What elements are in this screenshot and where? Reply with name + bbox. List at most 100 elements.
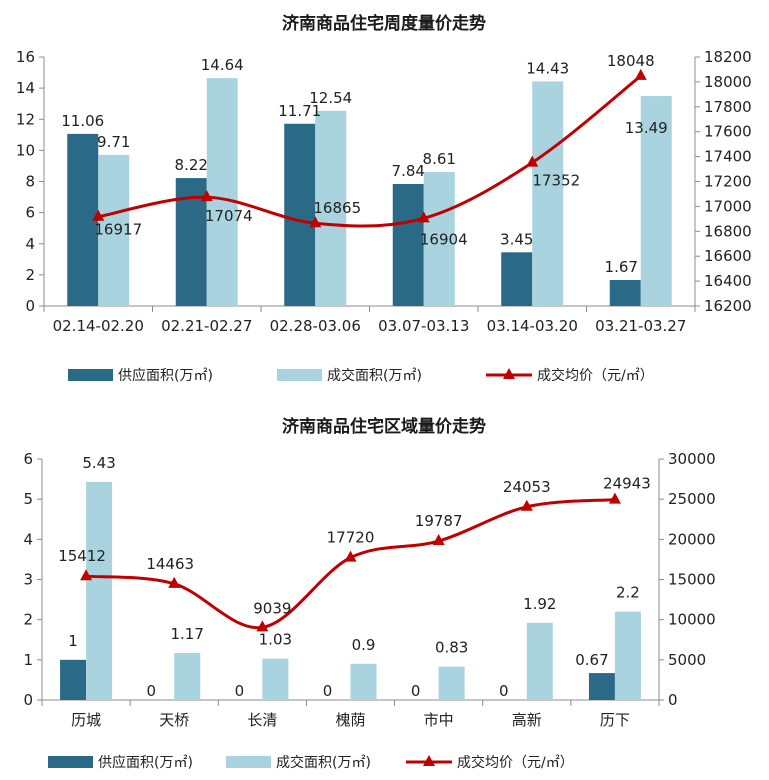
price-data-label: 16865 [313, 199, 361, 217]
supply-data-label: 0 [235, 682, 245, 700]
left-tick-label: 4 [23, 530, 33, 548]
legend-supply-swatch [48, 756, 93, 768]
supply-data-label: 0 [146, 682, 156, 700]
price-data-label: 24943 [603, 475, 651, 493]
price-data-label: 17352 [532, 172, 580, 190]
left-tick-label: 6 [25, 204, 35, 222]
weekly-chart: 0 2 4 6 8 10 12 14 16 16200 16400 16600 16800 17000 17… [16, 48, 752, 384]
deal-bar [86, 481, 113, 700]
price-marker [432, 534, 445, 546]
right-tick-label: 5000 [668, 651, 706, 669]
right-tick-label: 10000 [668, 611, 716, 629]
right-tick-label: 20000 [668, 530, 716, 548]
deal-bar [174, 653, 201, 700]
supply-data-label: 1.67 [605, 258, 638, 276]
right-tick-label: 16600 [704, 247, 752, 265]
supply-bar [60, 659, 87, 700]
deal-bar [262, 658, 289, 700]
left-tick-label: 5 [23, 490, 33, 508]
deal-data-label: 1.92 [523, 595, 556, 613]
right-tick-label: 16400 [704, 272, 752, 290]
legend-price-marker [423, 755, 435, 766]
district-chart: 0123456050001000015000200002500030000历城天… [23, 450, 715, 771]
deal-bar [526, 622, 553, 700]
right-tick-label: 17800 [704, 98, 752, 116]
legend-price-label: 成交均价（元/㎡） [457, 754, 574, 771]
deal-bar [423, 172, 455, 306]
chart1-title: 济南商品住宅周度量价走势 [282, 13, 486, 34]
price-marker [526, 155, 539, 167]
left-tick-label: 2 [25, 266, 35, 284]
right-tick-label: 16200 [704, 297, 752, 315]
supply-data-label: 0 [411, 682, 421, 700]
right-tick-label: 30000 [668, 450, 716, 468]
deal-bar [315, 110, 347, 306]
supply-bar [501, 252, 533, 306]
deal-bar [640, 96, 672, 306]
left-tick-label: 6 [23, 450, 33, 468]
left-tick-label: 2 [23, 611, 33, 629]
deal-data-label: 5.43 [82, 454, 115, 472]
right-tick-label: 25000 [668, 490, 716, 508]
deal-data-label: 0.9 [352, 636, 376, 654]
right-tick-label: 18200 [704, 48, 752, 66]
price-data-label: 16917 [94, 221, 142, 239]
price-marker [417, 211, 430, 223]
x-category-label: 03.21-03.27 [595, 317, 686, 335]
left-tick-label: 0 [25, 297, 35, 315]
supply-data-label: 7.84 [392, 162, 425, 180]
price-data-label: 17074 [205, 207, 253, 225]
supply-data-label: 0 [323, 682, 333, 700]
price-marker [608, 492, 621, 504]
legend-deal-label: 成交面积(万㎡) [327, 367, 422, 384]
supply-bar [392, 183, 424, 306]
price-marker [168, 576, 181, 588]
right-tick-label: 17200 [704, 173, 752, 191]
price-data-label: 14463 [146, 555, 194, 573]
deal-data-label: 12.54 [309, 89, 352, 107]
supply-data-label: 11.06 [61, 112, 104, 130]
right-tick-label: 18000 [704, 73, 752, 91]
price-marker [520, 499, 533, 511]
price-line [97, 74, 642, 228]
deal-bar [350, 663, 377, 700]
supply-data-label: 3.45 [500, 230, 533, 248]
left-tick-label: 4 [25, 235, 35, 253]
x-category-label: 历城 [71, 711, 101, 729]
legend-supply-label: 供应面积(万㎡) [118, 367, 213, 384]
legend-price-label: 成交均价（元/㎡） [537, 367, 654, 384]
left-tick-label: 3 [23, 571, 33, 589]
deal-bar [532, 81, 564, 306]
price-marker [80, 569, 93, 581]
deal-bar [614, 611, 641, 700]
deal-data-label: 13.49 [625, 119, 668, 137]
chart2-title: 济南商品住宅区域量价走势 [282, 416, 486, 437]
x-category-label: 03.07-03.13 [378, 317, 469, 335]
supply-data-label: 1 [68, 632, 78, 650]
x-category-label: 03.14-03.20 [487, 317, 578, 335]
legend-price-marker [503, 368, 515, 379]
legend-supply-swatch [68, 369, 113, 381]
supply-bar [284, 123, 316, 306]
x-category-label: 02.28-03.06 [270, 317, 361, 335]
deal-data-label: 9.71 [97, 133, 130, 151]
price-data-label: 15412 [58, 547, 106, 565]
x-category-label: 02.21-02.27 [161, 317, 252, 335]
legend-supply-label: 供应面积(万㎡) [98, 754, 193, 771]
price-data-label: 9039 [253, 599, 291, 617]
deal-bar [98, 154, 130, 306]
supply-bar [609, 280, 641, 306]
right-tick-label: 17600 [704, 123, 752, 141]
left-tick-label: 8 [25, 173, 35, 191]
supply-data-label: 0 [499, 682, 509, 700]
price-marker [92, 209, 105, 221]
price-data-label: 18048 [607, 52, 655, 70]
left-tick-label: 16 [16, 48, 35, 66]
deal-data-label: 2.2 [616, 584, 640, 602]
price-marker [309, 216, 322, 228]
x-category-label: 天桥 [159, 711, 189, 729]
supply-bar [588, 673, 615, 700]
left-tick-label: 1 [23, 651, 33, 669]
x-category-label: 市中 [424, 711, 454, 729]
